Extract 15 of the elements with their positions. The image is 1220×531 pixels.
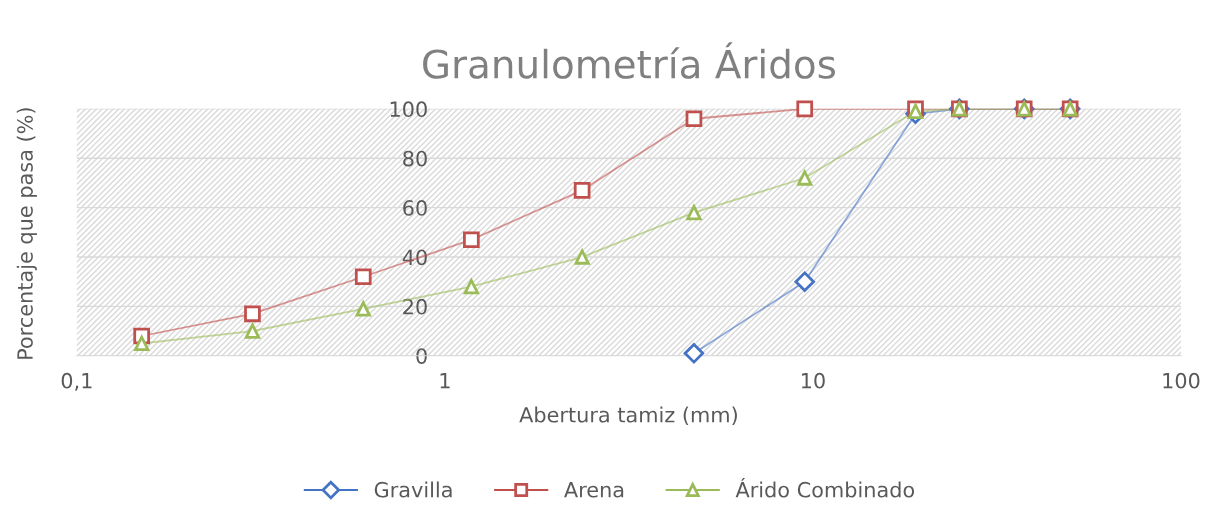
- x-tick-label: 100: [1163, 372, 1200, 389]
- chart-title: Granulometría Áridos: [423, 42, 836, 79]
- x-tick-label: 1: [440, 373, 450, 389]
- legend-label: Gravilla: [374, 481, 452, 498]
- y-axis-title: Porcentaje que pasa (%): [16, 108, 37, 359]
- y-tick-label: 0: [416, 348, 427, 364]
- y-tick-label: 60: [403, 200, 427, 216]
- y-tick-label: 100: [390, 101, 427, 118]
- y-tick-label: 20: [403, 298, 427, 315]
- legend-label: Arena: [564, 482, 624, 498]
- x-tick-label: 0,1: [61, 372, 92, 391]
- x-tick-label: 10: [801, 372, 825, 389]
- y-tick-label: 80: [403, 150, 427, 167]
- legend-label: Árido Combinado: [735, 478, 915, 498]
- x-axis-title: Abertura tamiz (mm): [519, 406, 737, 426]
